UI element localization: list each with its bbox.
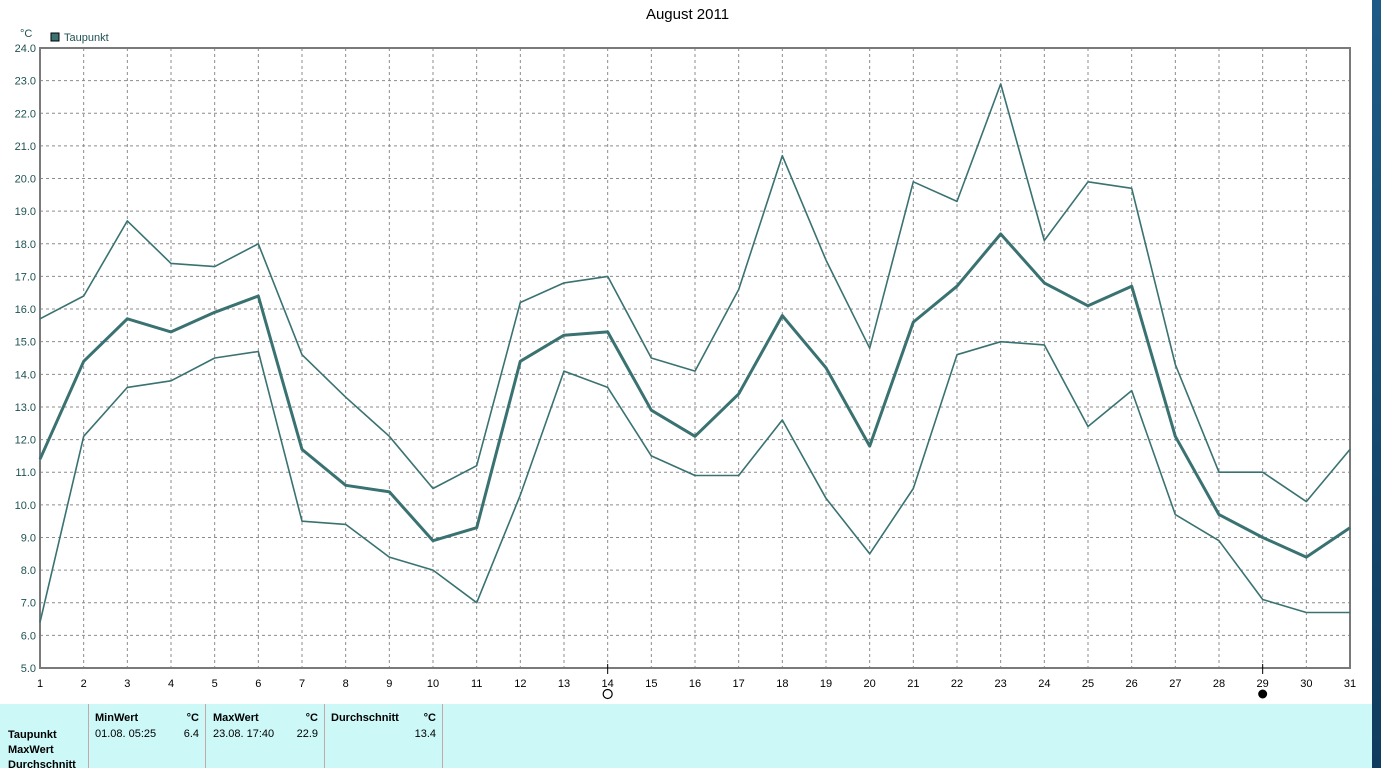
y-tick-label: 7.0	[21, 598, 36, 610]
y-tick-label: 15.0	[15, 337, 36, 349]
x-tick-label: 22	[951, 678, 963, 690]
stat-header: MinWert	[95, 712, 139, 724]
x-tick-label: 1	[37, 678, 43, 690]
stat-unit: °C	[423, 712, 436, 724]
stat-column-max: MaxWert °C 23.08. 17:40 22.9	[205, 704, 324, 768]
window-edge	[1372, 0, 1381, 768]
x-tick-label: 28	[1213, 678, 1225, 690]
x-tick-label: 13	[558, 678, 570, 690]
x-tick-label: 19	[820, 678, 832, 690]
stat-header: MaxWert	[213, 712, 259, 724]
marker-hollow-circle	[602, 688, 613, 700]
x-tick-label: 12	[514, 678, 526, 690]
x-tick-label: 10	[427, 678, 439, 690]
y-tick-label: 23.0	[15, 76, 36, 88]
x-tick-label: 30	[1300, 678, 1312, 690]
y-tick-label: 6.0	[21, 630, 36, 642]
plot-frame	[39, 47, 1351, 669]
x-tick-label: 11	[471, 678, 482, 690]
x-tick-label: 23	[995, 678, 1007, 690]
series-line-3	[39, 340, 1350, 623]
y-tick-label: 5.0	[21, 663, 36, 675]
chart-title: August 2011	[645, 6, 730, 23]
x-tick-label: 27	[1169, 678, 1181, 690]
x-tick-label: 31	[1344, 678, 1356, 690]
stat-value: 13.4	[414, 728, 436, 740]
y-tick-label: 21.0	[15, 141, 36, 153]
y-tick-label: 17.0	[15, 271, 36, 283]
y-tick-label: 19.0	[15, 206, 36, 218]
y-tick-label: 22.0	[15, 108, 36, 120]
y-tick-label: 12.0	[15, 435, 36, 447]
x-tick-label: 8	[343, 678, 349, 690]
x-tick-label: 6	[255, 678, 261, 690]
statistics-panel: Taupunkt MaxWert Durchschnitt MinWert °C…	[0, 704, 1372, 771]
legend-label: Taupunkt	[64, 32, 109, 44]
x-tick-label: 17	[733, 678, 745, 690]
y-tick-label: 24.0	[15, 43, 36, 55]
stat-row-label: Taupunkt	[8, 729, 57, 741]
y-tick-label: 20.0	[15, 174, 36, 186]
x-tick-label: 4	[168, 678, 174, 690]
x-tick-label: 15	[645, 678, 657, 690]
stat-unit: °C	[186, 712, 199, 724]
stat-unit: °C	[305, 712, 318, 724]
y-tick-label: 9.0	[21, 532, 36, 544]
x-tick-label: 24	[1038, 678, 1050, 690]
x-tick-label: 5	[212, 678, 218, 690]
x-tick-label: 7	[299, 678, 305, 690]
stat-value: 6.4	[183, 728, 199, 740]
series-line-1	[39, 83, 1351, 503]
x-tick-label: 21	[907, 678, 919, 690]
x-tick-label: 18	[776, 678, 788, 690]
x-tick-label: 9	[386, 678, 392, 690]
x-tick-label: 20	[864, 678, 876, 690]
y-tick-label: 18.0	[15, 239, 36, 251]
x-tick-label: 16	[689, 678, 701, 690]
y-tick-label: 14.0	[15, 369, 36, 381]
y-tick-label: 16.0	[15, 304, 36, 316]
y-tick-label: 13.0	[15, 402, 36, 414]
marker-filled-circle	[1258, 689, 1268, 699]
stat-row-label: Durchschnitt	[8, 759, 76, 771]
x-tick-label: 3	[124, 678, 130, 690]
dew-point-line-chart: 5.0 6.0 7.0 8.0 9.0 10.0 11.0 12.0 13.0 14.0 15.0 1…	[15, 28, 1356, 700]
stat-header: Durchschnitt	[331, 712, 399, 724]
x-tick-label: 26	[1126, 678, 1138, 690]
y-tick-label: 8.0	[21, 565, 36, 577]
stat-column-min: MinWert °C 01.08. 05:25 6.4	[88, 704, 205, 768]
x-tick-label: 25	[1082, 678, 1094, 690]
stat-column-average: Durchschnitt °C 13.4	[324, 704, 443, 768]
stat-row-labels: Taupunkt MaxWert Durchschnitt	[8, 728, 76, 773]
x-tick-label: 29	[1257, 678, 1269, 690]
y-unit-label: °C	[20, 28, 32, 40]
series-line-2	[38, 232, 1351, 559]
y-tick-label: 10.0	[15, 500, 36, 512]
stat-date: 23.08. 17:40	[213, 728, 275, 740]
y-tick-label: 11.0	[15, 467, 36, 479]
x-tick-label: 14	[602, 678, 614, 690]
stat-row-label: MaxWert	[8, 744, 54, 756]
stat-date: 01.08. 05:25	[95, 728, 157, 740]
x-tick-label: 2	[81, 678, 87, 690]
legend-swatch	[50, 32, 60, 42]
stat-value: 22.9	[296, 728, 318, 740]
